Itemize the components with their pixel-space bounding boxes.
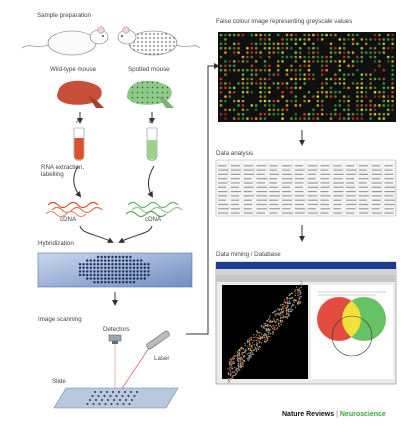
data-analysis-table: [215, 159, 397, 217]
tube-a-label: A: [76, 118, 81, 125]
data-analysis-label: Data analysis: [216, 150, 254, 157]
venn-diagram-icon: [311, 285, 393, 379]
false-colour-title: False colour image representing greyscal…: [216, 18, 353, 25]
rna-extraction-line2: labelling: [41, 171, 64, 179]
slide-label: Slide: [52, 378, 66, 385]
credit-subject: Neuroscience: [339, 411, 386, 418]
cdna-right-label: cDNA: [145, 216, 162, 223]
data-mining-window: [215, 261, 397, 385]
rna-extraction-label: RNA extraction, labelling: [41, 164, 84, 178]
cdna-left-label: cDNA: [60, 216, 77, 223]
sample-preparation-label: Sample preparation: [37, 12, 92, 19]
microarray-slide-icon: [37, 252, 193, 288]
image-scanning-label: Image scanning: [38, 316, 82, 323]
test-tube-b-icon: [146, 127, 158, 161]
tube-b-label: B: [149, 118, 154, 125]
spotted-mouse-icon: [117, 26, 201, 56]
spotted-mouse-label: Spotted mouse: [128, 66, 170, 73]
laser-icon: [120, 330, 170, 391]
cdna-left-dna-strand-icon: [45, 201, 103, 218]
laser-label: Laser: [154, 355, 170, 362]
hybridization-label: Hybridization: [38, 240, 74, 247]
wild-type-mouse-label: Wild-type mouse: [50, 66, 97, 73]
cdna-right-dna-strand-icon: [125, 201, 183, 218]
wild-type-mouse-icon: [21, 26, 109, 56]
detectors-label: Detectors: [103, 326, 130, 333]
detector-icon: [108, 334, 122, 392]
credit-separator: |: [336, 411, 338, 418]
scan-slide-icon: [53, 387, 179, 409]
credit-journal: Nature Reviews: [282, 411, 335, 418]
spotted-brain-tissue-icon: [127, 80, 174, 108]
wild-type-brain-tissue-icon: [57, 80, 104, 108]
figure-credit: Nature Reviews | Neuroscience: [282, 411, 386, 418]
rna-extraction-line1: RNA extraction,: [41, 164, 84, 171]
scatter-plot-icon: [222, 280, 308, 384]
data-mining-label: Data mining / Database: [216, 251, 281, 258]
false-colour-array-image: [218, 32, 396, 122]
test-tube-a-icon: [73, 127, 85, 161]
